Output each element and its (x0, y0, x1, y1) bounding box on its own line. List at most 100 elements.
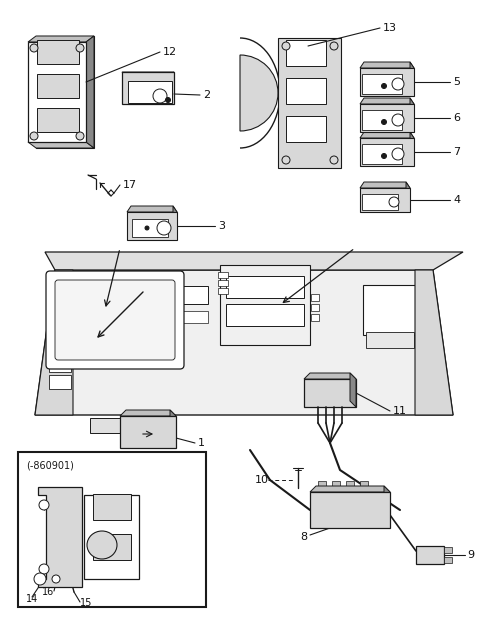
FancyBboxPatch shape (218, 280, 228, 286)
Circle shape (382, 120, 386, 125)
Polygon shape (278, 38, 341, 168)
Text: 16: 16 (42, 587, 54, 597)
FancyBboxPatch shape (132, 219, 168, 237)
FancyBboxPatch shape (49, 375, 71, 389)
FancyBboxPatch shape (128, 81, 172, 103)
Polygon shape (360, 68, 414, 96)
FancyBboxPatch shape (37, 74, 79, 98)
Circle shape (282, 42, 290, 50)
Polygon shape (170, 410, 176, 448)
Text: 12: 12 (163, 47, 177, 57)
FancyBboxPatch shape (49, 316, 71, 344)
Polygon shape (36, 36, 94, 148)
Polygon shape (360, 132, 414, 138)
FancyBboxPatch shape (416, 546, 444, 564)
FancyBboxPatch shape (37, 40, 79, 64)
Polygon shape (360, 182, 410, 188)
Text: 15: 15 (80, 598, 92, 608)
Text: 2: 2 (203, 90, 210, 100)
FancyBboxPatch shape (55, 280, 175, 360)
FancyBboxPatch shape (318, 481, 326, 487)
Polygon shape (406, 182, 410, 212)
Polygon shape (35, 270, 453, 415)
FancyBboxPatch shape (286, 116, 326, 142)
Polygon shape (310, 492, 390, 528)
FancyBboxPatch shape (226, 276, 304, 298)
FancyBboxPatch shape (93, 494, 131, 520)
FancyBboxPatch shape (46, 271, 184, 369)
Circle shape (382, 84, 386, 89)
Circle shape (166, 97, 170, 102)
Text: 17: 17 (123, 180, 137, 190)
Circle shape (157, 221, 171, 235)
Polygon shape (84, 495, 139, 579)
Text: 6: 6 (453, 113, 460, 123)
FancyBboxPatch shape (366, 332, 414, 348)
Text: (-860901): (-860901) (26, 461, 74, 471)
Polygon shape (360, 188, 410, 212)
Polygon shape (310, 486, 390, 492)
Polygon shape (410, 98, 414, 132)
FancyBboxPatch shape (286, 40, 326, 66)
FancyBboxPatch shape (126, 423, 166, 445)
Polygon shape (360, 138, 414, 166)
Circle shape (52, 575, 60, 583)
FancyBboxPatch shape (362, 74, 402, 94)
FancyBboxPatch shape (49, 358, 71, 372)
Polygon shape (122, 72, 174, 78)
Text: 9: 9 (467, 550, 474, 560)
FancyBboxPatch shape (362, 285, 418, 335)
Text: 5: 5 (453, 77, 460, 87)
FancyBboxPatch shape (304, 379, 356, 407)
Circle shape (389, 197, 399, 207)
Text: 11: 11 (393, 406, 407, 416)
FancyBboxPatch shape (362, 110, 402, 130)
Circle shape (382, 154, 386, 158)
Circle shape (392, 114, 404, 126)
Circle shape (392, 148, 404, 160)
Circle shape (34, 573, 46, 585)
Polygon shape (173, 206, 177, 240)
Circle shape (392, 78, 404, 90)
Polygon shape (350, 373, 356, 407)
FancyBboxPatch shape (226, 304, 304, 326)
Text: 8: 8 (300, 532, 307, 542)
FancyBboxPatch shape (122, 72, 174, 104)
Circle shape (76, 132, 84, 140)
Text: 10: 10 (255, 475, 269, 485)
Polygon shape (127, 212, 177, 240)
Circle shape (330, 42, 338, 50)
Polygon shape (127, 206, 177, 212)
Polygon shape (38, 487, 82, 587)
Circle shape (330, 156, 338, 164)
Text: 13: 13 (383, 23, 397, 33)
Polygon shape (415, 270, 453, 415)
FancyBboxPatch shape (362, 194, 398, 210)
FancyBboxPatch shape (311, 293, 319, 301)
FancyBboxPatch shape (332, 481, 340, 487)
FancyBboxPatch shape (37, 108, 79, 132)
FancyBboxPatch shape (18, 452, 206, 607)
FancyBboxPatch shape (286, 78, 326, 104)
FancyBboxPatch shape (444, 557, 452, 563)
FancyBboxPatch shape (178, 286, 208, 304)
Polygon shape (360, 104, 414, 132)
Polygon shape (28, 42, 86, 142)
Polygon shape (304, 373, 356, 379)
Ellipse shape (87, 531, 117, 559)
FancyBboxPatch shape (218, 288, 228, 294)
Polygon shape (410, 62, 414, 96)
FancyBboxPatch shape (362, 144, 402, 164)
Circle shape (153, 89, 167, 103)
Polygon shape (360, 98, 414, 104)
Polygon shape (35, 270, 73, 415)
FancyBboxPatch shape (311, 303, 319, 311)
Polygon shape (28, 142, 94, 148)
Polygon shape (120, 416, 176, 448)
Text: 1: 1 (198, 438, 205, 448)
Circle shape (145, 226, 149, 230)
Circle shape (30, 44, 38, 52)
Text: 7: 7 (453, 147, 460, 157)
Polygon shape (45, 252, 463, 270)
FancyBboxPatch shape (444, 547, 452, 553)
